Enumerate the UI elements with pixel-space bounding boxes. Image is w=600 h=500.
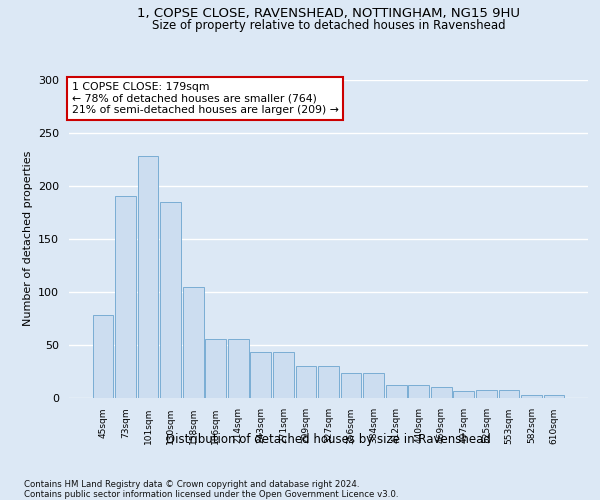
Bar [341,373,361,398]
Bar [250,352,271,398]
Bar [409,385,429,398]
Bar [521,396,542,398]
Bar [137,156,158,398]
Bar [363,373,384,398]
Bar [205,340,226,398]
Bar [454,391,474,398]
Bar [499,390,520,398]
Bar [160,202,181,398]
Bar [476,390,497,398]
Bar [431,387,452,398]
Bar [273,352,294,398]
Bar [296,366,316,398]
Bar [115,196,136,398]
Bar [318,366,339,398]
Text: 1, COPSE CLOSE, RAVENSHEAD, NOTTINGHAM, NG15 9HU: 1, COPSE CLOSE, RAVENSHEAD, NOTTINGHAM, … [137,8,520,20]
Text: Size of property relative to detached houses in Ravenshead: Size of property relative to detached ho… [152,19,506,32]
Bar [183,288,203,398]
Text: 1 COPSE CLOSE: 179sqm
← 78% of detached houses are smaller (764)
21% of semi-det: 1 COPSE CLOSE: 179sqm ← 78% of detached … [71,82,338,115]
Bar [92,315,113,398]
Bar [228,340,248,398]
Bar [386,385,407,398]
Y-axis label: Number of detached properties: Number of detached properties [23,151,32,326]
Text: Distribution of detached houses by size in Ravenshead: Distribution of detached houses by size … [166,432,491,446]
Bar [544,396,565,398]
Text: Contains HM Land Registry data © Crown copyright and database right 2024.
Contai: Contains HM Land Registry data © Crown c… [24,480,398,499]
